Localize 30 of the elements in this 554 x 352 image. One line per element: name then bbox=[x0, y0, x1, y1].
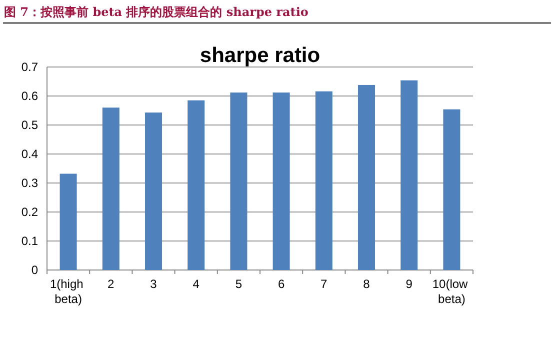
y-tick-label: 0.1 bbox=[21, 234, 38, 248]
x-tick-label: 9 bbox=[406, 277, 413, 291]
y-tick-label: 0.5 bbox=[21, 118, 38, 132]
x-tick-label: 2 bbox=[108, 277, 115, 291]
bar bbox=[358, 84, 375, 270]
y-tick-label: 0.2 bbox=[21, 205, 38, 219]
chart-title: 图 7：按照事前 beta 排序的股票组合的 sharpe ratio bbox=[4, 5, 308, 19]
bar bbox=[60, 174, 77, 270]
y-tick-label: 0.6 bbox=[21, 89, 38, 103]
bar bbox=[443, 109, 460, 270]
y-tick-label: 0 bbox=[31, 263, 38, 277]
chart-subtitle: sharpe ratio bbox=[200, 44, 320, 67]
bar bbox=[400, 80, 418, 270]
bar bbox=[145, 112, 162, 270]
x-tick-label: 4 bbox=[192, 277, 200, 291]
bar bbox=[230, 92, 248, 270]
x-tick-label: 8 bbox=[363, 277, 370, 291]
bar bbox=[272, 92, 290, 270]
y-tick-label: 0.3 bbox=[21, 176, 38, 190]
x-tick-label: 1(high beta) bbox=[50, 277, 87, 306]
x-tick-label: 3 bbox=[150, 277, 158, 291]
y-tick-label: 0.7 bbox=[21, 60, 38, 74]
x-tick-label: 6 bbox=[278, 277, 285, 291]
x-tick-label: 5 bbox=[235, 277, 242, 291]
x-tick-label: 10(low beta) bbox=[432, 277, 472, 306]
bar bbox=[102, 108, 120, 270]
bar bbox=[315, 91, 332, 270]
x-tick-label: 7 bbox=[320, 277, 328, 291]
bar bbox=[188, 100, 205, 270]
y-tick-label: 0.4 bbox=[21, 147, 38, 161]
